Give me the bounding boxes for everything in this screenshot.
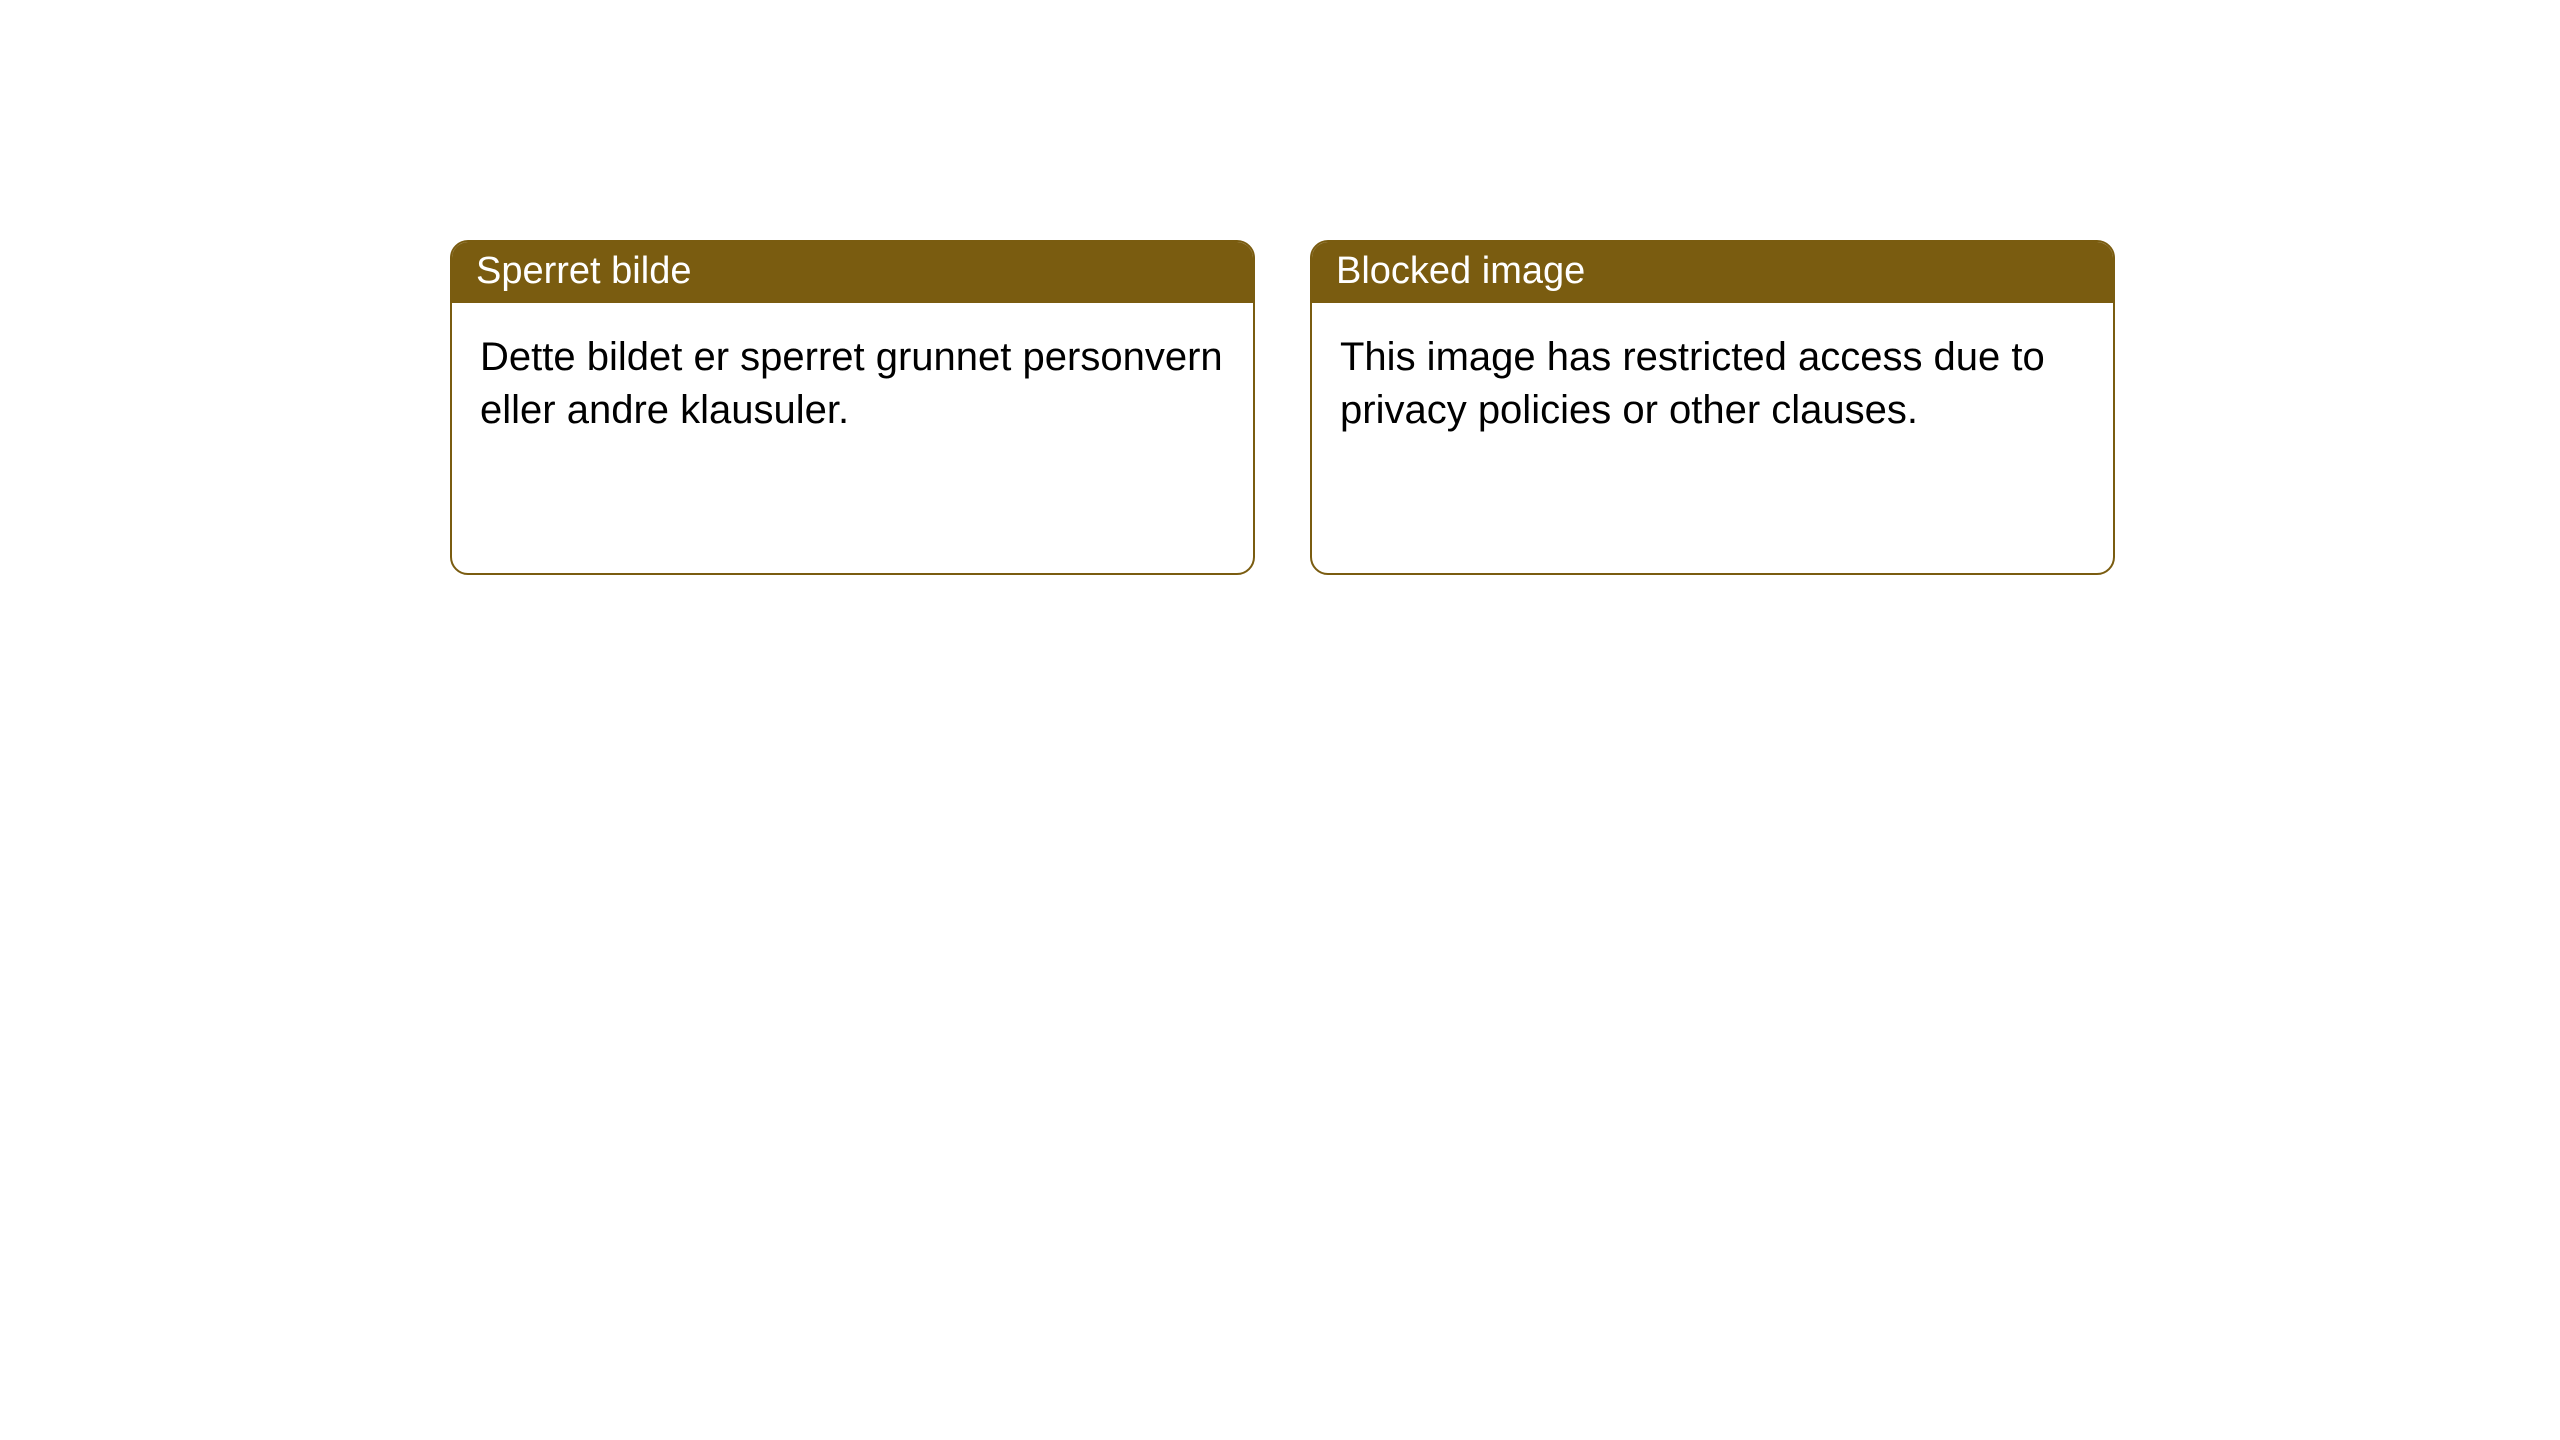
notice-card-english: Blocked image This image has restricted … (1310, 240, 2115, 575)
notice-card-norwegian: Sperret bilde Dette bildet er sperret gr… (450, 240, 1255, 575)
notice-card-title: Sperret bilde (452, 242, 1253, 303)
notice-card-body: This image has restricted access due to … (1312, 303, 2113, 573)
notice-card-body: Dette bildet er sperret grunnet personve… (452, 303, 1253, 573)
notice-card-title: Blocked image (1312, 242, 2113, 303)
notice-container: Sperret bilde Dette bildet er sperret gr… (0, 0, 2560, 575)
